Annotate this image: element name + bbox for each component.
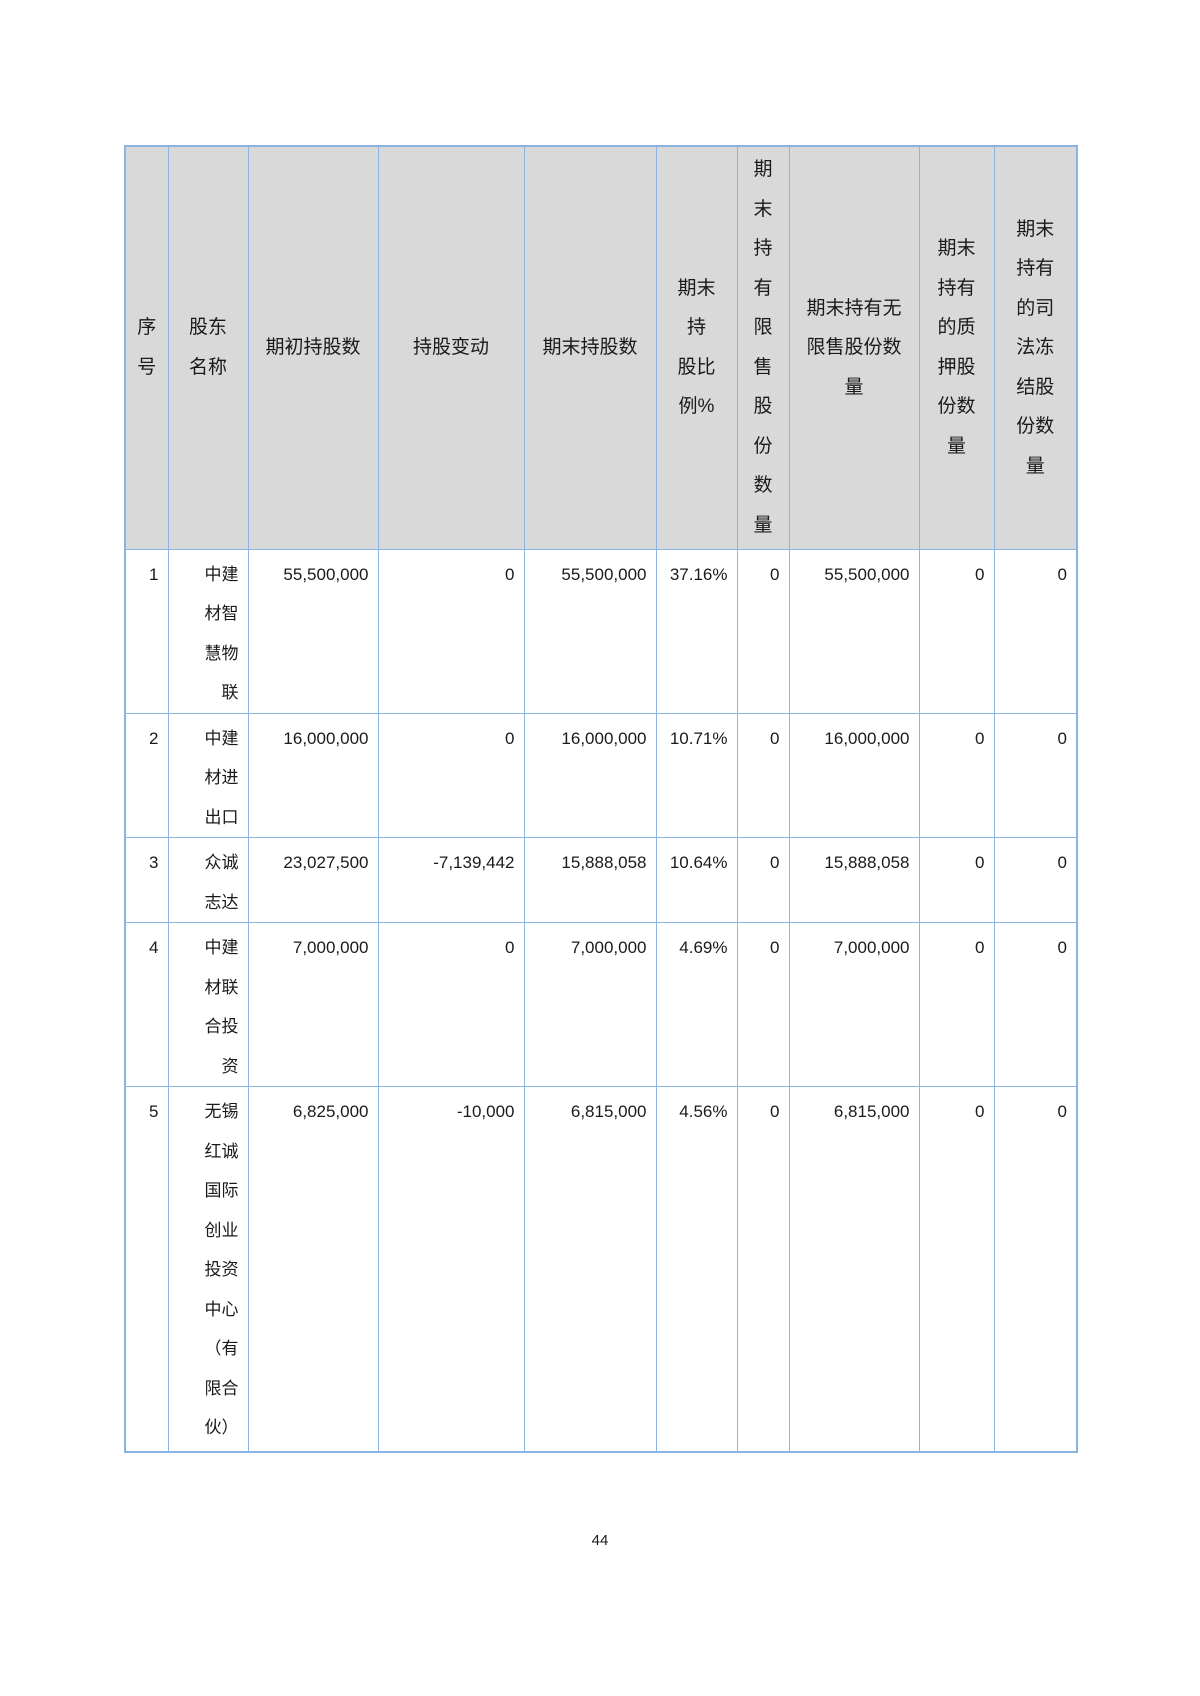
cell-end-restricted: 0 <box>736 837 790 923</box>
cell-end-unrestricted: 7,000,000 <box>788 922 920 1087</box>
header-cell-end-frozen: 期末 持有 的司 法冻 结股 份数 量 <box>993 145 1078 550</box>
shareholder-name-text: 无锡红诚国际创业投资中心（有限合伙） <box>204 1102 239 1437</box>
cell-shares-begin: 7,000,000 <box>247 922 379 1087</box>
header-cell-end-restricted: 期 末 持 有 限 售 股 份 数 量 <box>736 145 790 550</box>
header-cell-end-pledged: 期末 持有 的质 押股 份数 量 <box>918 145 995 550</box>
shareholders-table: 序 号 股东 名称 期初持股数 持股变动 期末持股数 期末 持 股比 例% 期 … <box>124 145 1078 1453</box>
cell-shareholder-name: 众诚志达 <box>167 837 249 923</box>
header-cell-end-unrestricted: 期末持有无 限售股份数 量 <box>788 145 920 550</box>
header-cell-end-ratio: 期末 持 股比 例% <box>655 145 738 550</box>
cell-shares-end: 15,888,058 <box>523 837 657 923</box>
header-cell-shareholder-name: 股东 名称 <box>167 145 249 550</box>
cell-shareholder-name: 中建材智慧物联 <box>167 548 249 714</box>
cell-shares-end: 6,815,000 <box>523 1086 657 1452</box>
cell-seq: 4 <box>124 922 169 1087</box>
cell-end-pledged: 0 <box>918 837 995 923</box>
cell-share-change: 0 <box>377 548 525 714</box>
cell-end-frozen: 0 <box>993 712 1078 838</box>
cell-end-pledged: 0 <box>918 548 995 714</box>
table-row: 1 中建材智慧物联 55,500,000 0 55,500,000 37.16%… <box>124 548 1078 714</box>
header-cell-shares-begin: 期初持股数 <box>247 145 379 550</box>
cell-seq: 3 <box>124 837 169 923</box>
cell-end-unrestricted: 15,888,058 <box>788 837 920 923</box>
table-row: 4 中建材联合投资 7,000,000 0 7,000,000 4.69% 0 … <box>124 922 1078 1087</box>
cell-seq: 2 <box>124 712 169 838</box>
cell-end-unrestricted: 16,000,000 <box>788 712 920 838</box>
table-row: 2 中建材进出口 16,000,000 0 16,000,000 10.71% … <box>124 712 1078 838</box>
cell-end-ratio: 10.71% <box>655 712 738 838</box>
cell-end-restricted: 0 <box>736 1086 790 1452</box>
cell-end-pledged: 0 <box>918 712 995 838</box>
cell-end-unrestricted: 55,500,000 <box>788 548 920 714</box>
cell-end-frozen: 0 <box>993 1086 1078 1452</box>
cell-end-ratio: 4.56% <box>655 1086 738 1452</box>
cell-end-ratio: 10.64% <box>655 837 738 923</box>
cell-seq: 5 <box>124 1086 169 1452</box>
cell-end-frozen: 0 <box>993 548 1078 714</box>
cell-end-ratio: 4.69% <box>655 922 738 1087</box>
cell-end-pledged: 0 <box>918 1086 995 1452</box>
header-cell-shares-end: 期末持股数 <box>523 145 657 550</box>
cell-share-change: -7,139,442 <box>377 837 525 923</box>
cell-seq: 1 <box>124 548 169 714</box>
table-row: 5 无锡红诚国际创业投资中心（有限合伙） 6,825,000 -10,000 6… <box>124 1086 1078 1452</box>
cell-share-change: 0 <box>377 922 525 1087</box>
cell-shares-begin: 6,825,000 <box>247 1086 379 1452</box>
cell-shareholder-name: 无锡红诚国际创业投资中心（有限合伙） <box>167 1086 249 1452</box>
cell-end-unrestricted: 6,815,000 <box>788 1086 920 1452</box>
cell-share-change: 0 <box>377 712 525 838</box>
shareholder-name-text: 中建材联合投资 <box>204 938 239 1076</box>
cell-end-restricted: 0 <box>736 922 790 1087</box>
shareholder-name-text: 众诚志达 <box>204 853 239 912</box>
header-cell-seq: 序 号 <box>124 145 169 550</box>
cell-end-pledged: 0 <box>918 922 995 1087</box>
cell-share-change: -10,000 <box>377 1086 525 1452</box>
cell-shares-begin: 23,027,500 <box>247 837 379 923</box>
shareholder-name-text: 中建材进出口 <box>204 728 239 827</box>
table-header-row: 序 号 股东 名称 期初持股数 持股变动 期末持股数 期末 持 股比 例% 期 … <box>124 145 1078 550</box>
page-number: 44 <box>591 1532 609 1549</box>
cell-shares-begin: 16,000,000 <box>247 712 379 838</box>
table-row: 3 众诚志达 23,027,500 -7,139,442 15,888,058 … <box>124 837 1078 923</box>
cell-end-frozen: 0 <box>993 922 1078 1087</box>
cell-end-restricted: 0 <box>736 548 790 714</box>
cell-shares-end: 16,000,000 <box>523 712 657 838</box>
cell-shareholder-name: 中建材进出口 <box>167 712 249 838</box>
shareholder-name-text: 中建材智慧物联 <box>204 564 239 703</box>
cell-end-restricted: 0 <box>736 712 790 838</box>
cell-shares-end: 55,500,000 <box>523 548 657 714</box>
cell-shares-end: 7,000,000 <box>523 922 657 1087</box>
cell-end-ratio: 37.16% <box>655 548 738 714</box>
cell-shares-begin: 55,500,000 <box>247 548 379 714</box>
header-cell-share-change: 持股变动 <box>377 145 525 550</box>
cell-shareholder-name: 中建材联合投资 <box>167 922 249 1087</box>
cell-end-frozen: 0 <box>993 837 1078 923</box>
